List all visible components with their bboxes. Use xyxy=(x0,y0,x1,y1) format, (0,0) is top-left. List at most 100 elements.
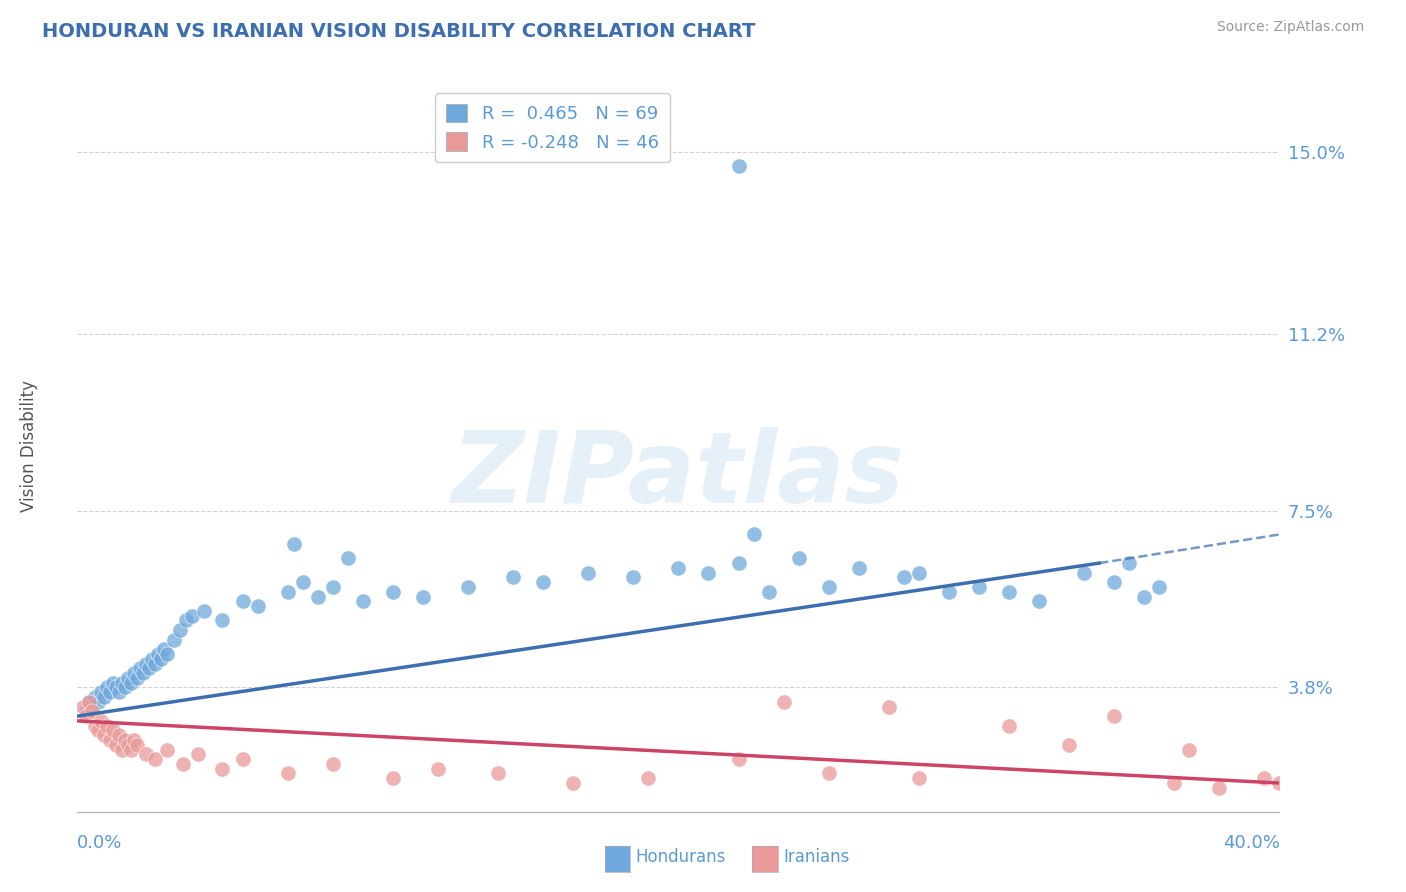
Point xyxy=(1073,566,1095,580)
Point xyxy=(75,704,97,718)
Point xyxy=(96,719,118,733)
Point xyxy=(1057,738,1080,752)
Point xyxy=(75,709,97,723)
Point xyxy=(153,642,176,657)
Point xyxy=(132,666,155,681)
Point xyxy=(322,580,344,594)
Text: Vision Disability: Vision Disability xyxy=(20,380,38,512)
Point xyxy=(307,590,329,604)
Point xyxy=(758,584,780,599)
Point xyxy=(145,752,167,766)
Point xyxy=(727,752,749,766)
Point xyxy=(727,556,749,570)
Point xyxy=(114,733,136,747)
Point xyxy=(877,699,900,714)
Point xyxy=(87,723,110,738)
Point xyxy=(1163,776,1185,790)
Point xyxy=(145,657,167,671)
Point xyxy=(211,762,233,776)
Point xyxy=(232,752,254,766)
Point xyxy=(697,566,720,580)
Point xyxy=(135,747,157,762)
Point xyxy=(82,704,104,718)
Point xyxy=(156,742,179,756)
Point xyxy=(562,776,585,790)
Point xyxy=(381,584,404,599)
Point xyxy=(531,575,554,590)
Point xyxy=(108,685,131,699)
Text: ZIPatlas: ZIPatlas xyxy=(451,426,905,524)
Point xyxy=(283,537,305,551)
Point xyxy=(322,756,344,771)
Point xyxy=(352,594,374,608)
Point xyxy=(1102,709,1125,723)
Point xyxy=(100,685,122,699)
Point xyxy=(576,566,599,580)
Point xyxy=(117,671,139,685)
Point xyxy=(817,580,839,594)
Point xyxy=(1208,780,1230,795)
Point xyxy=(105,738,128,752)
Point xyxy=(124,733,146,747)
Point xyxy=(127,671,149,685)
Text: Iranians: Iranians xyxy=(783,848,849,866)
Point xyxy=(79,695,101,709)
Point xyxy=(96,681,118,695)
Point xyxy=(135,657,157,671)
Point xyxy=(108,728,131,742)
Point xyxy=(111,675,134,690)
Point xyxy=(186,747,209,762)
Point xyxy=(727,159,749,173)
Point xyxy=(637,771,659,785)
Point xyxy=(105,681,128,695)
Point xyxy=(100,733,122,747)
Point xyxy=(138,661,160,675)
Point xyxy=(336,551,359,566)
Point xyxy=(908,566,931,580)
Legend: R =  0.465   N = 69, R = -0.248   N = 46: R = 0.465 N = 69, R = -0.248 N = 46 xyxy=(434,93,669,162)
Point xyxy=(120,742,142,756)
Point xyxy=(427,762,450,776)
Point xyxy=(90,714,112,728)
Point xyxy=(117,738,139,752)
Point xyxy=(87,695,110,709)
Point xyxy=(84,690,107,704)
Point xyxy=(169,623,191,637)
Point xyxy=(211,614,233,628)
Text: 0.0%: 0.0% xyxy=(77,834,122,852)
Point xyxy=(277,584,299,599)
Point xyxy=(412,590,434,604)
Point xyxy=(156,647,179,661)
Point xyxy=(172,756,194,771)
Point xyxy=(246,599,269,614)
Point xyxy=(84,719,107,733)
Point xyxy=(1178,742,1201,756)
Point xyxy=(1253,771,1275,785)
Text: HONDURAN VS IRANIAN VISION DISABILITY CORRELATION CHART: HONDURAN VS IRANIAN VISION DISABILITY CO… xyxy=(42,22,755,41)
Point xyxy=(1028,594,1050,608)
Point xyxy=(124,666,146,681)
Point xyxy=(621,570,644,584)
Point xyxy=(150,651,173,665)
Point xyxy=(180,608,202,623)
Point xyxy=(148,647,170,661)
Point xyxy=(174,614,197,628)
Text: 40.0%: 40.0% xyxy=(1223,834,1279,852)
Point xyxy=(93,690,115,704)
Point xyxy=(1102,575,1125,590)
Point xyxy=(141,651,163,665)
Text: Source: ZipAtlas.com: Source: ZipAtlas.com xyxy=(1216,20,1364,34)
Point xyxy=(79,695,101,709)
Point xyxy=(787,551,810,566)
Point xyxy=(103,675,125,690)
Point xyxy=(82,699,104,714)
Text: Hondurans: Hondurans xyxy=(636,848,725,866)
Point xyxy=(162,632,184,647)
Point xyxy=(908,771,931,785)
Point xyxy=(502,570,524,584)
Point xyxy=(90,685,112,699)
Point xyxy=(817,766,839,780)
Point xyxy=(381,771,404,785)
Point xyxy=(129,661,152,675)
Point xyxy=(772,695,794,709)
